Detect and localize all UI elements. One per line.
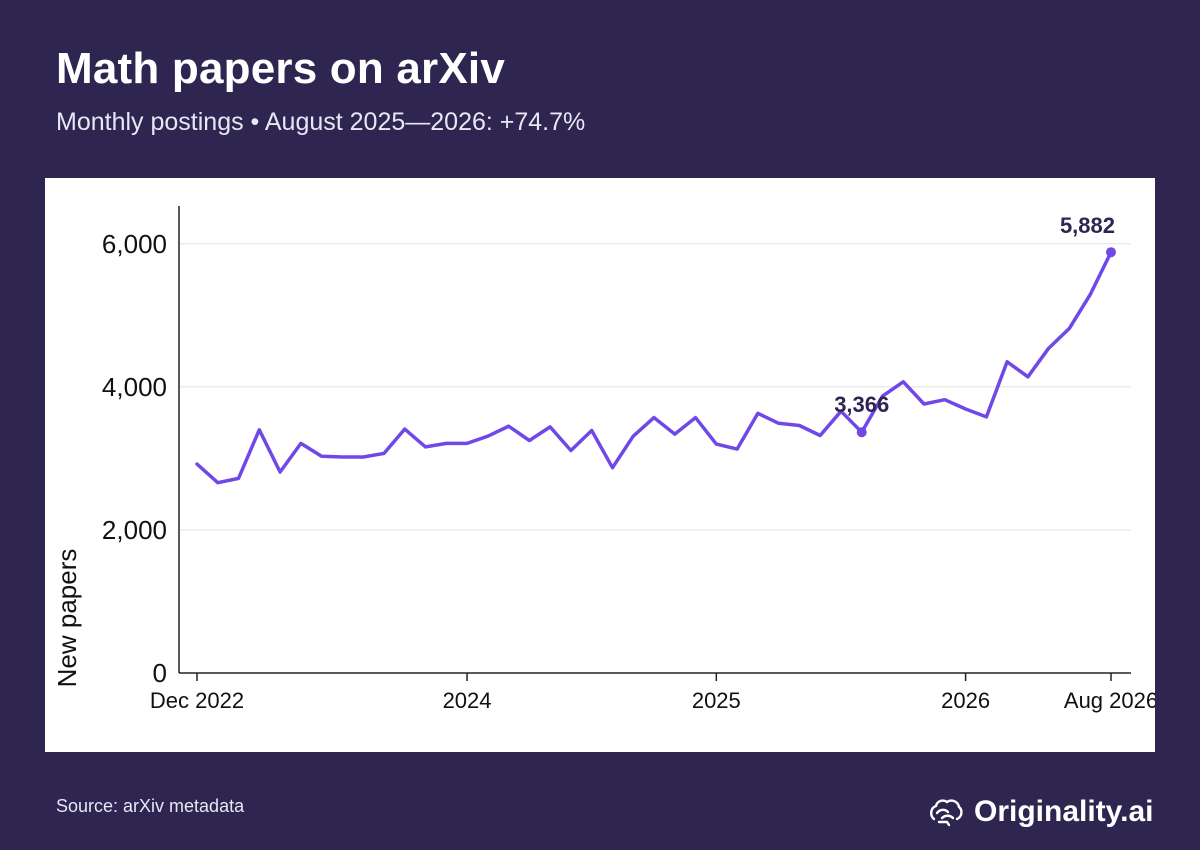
brand-name: Originality.ai — [974, 795, 1154, 828]
y-tick-label: 4,000 — [102, 372, 167, 402]
data-label: 3,366 — [834, 392, 889, 417]
source-note: Source: arXiv metadata — [56, 796, 245, 816]
chart-title: Math papers on arXiv — [56, 44, 506, 93]
line-chart: 0 2,000 4,000 6,000 Dec 2022 2024 2025 2026 Aug … — [52, 206, 1155, 713]
y-tick-label: 0 — [153, 658, 167, 688]
highlight-point — [1106, 247, 1116, 258]
series-line — [195, 250, 1113, 485]
brain-icon — [930, 799, 963, 827]
highlight-point — [856, 427, 867, 438]
chart-panel: 0 2,000 4,000 6,000 Dec 2022 2024 2025 2026 Aug … — [45, 178, 1155, 752]
y-axis-label: New papers — [52, 549, 82, 688]
x-tick-label: Aug 2026 — [1064, 688, 1155, 713]
chart-subtitle: Monthly postings • August 2025—2026: +74… — [56, 108, 586, 136]
data-label: 5,882 — [1060, 213, 1115, 238]
y-tick-label: 2,000 — [102, 515, 167, 545]
y-tick-label: 6,000 — [102, 229, 167, 259]
brand-logo: Originality.ai — [928, 792, 1154, 832]
x-tick-label: 2025 — [692, 688, 741, 713]
x-tick-label: 2026 — [941, 688, 990, 713]
x-tick-label: Dec 2022 — [150, 688, 244, 713]
x-tick-label: 2024 — [443, 688, 492, 713]
